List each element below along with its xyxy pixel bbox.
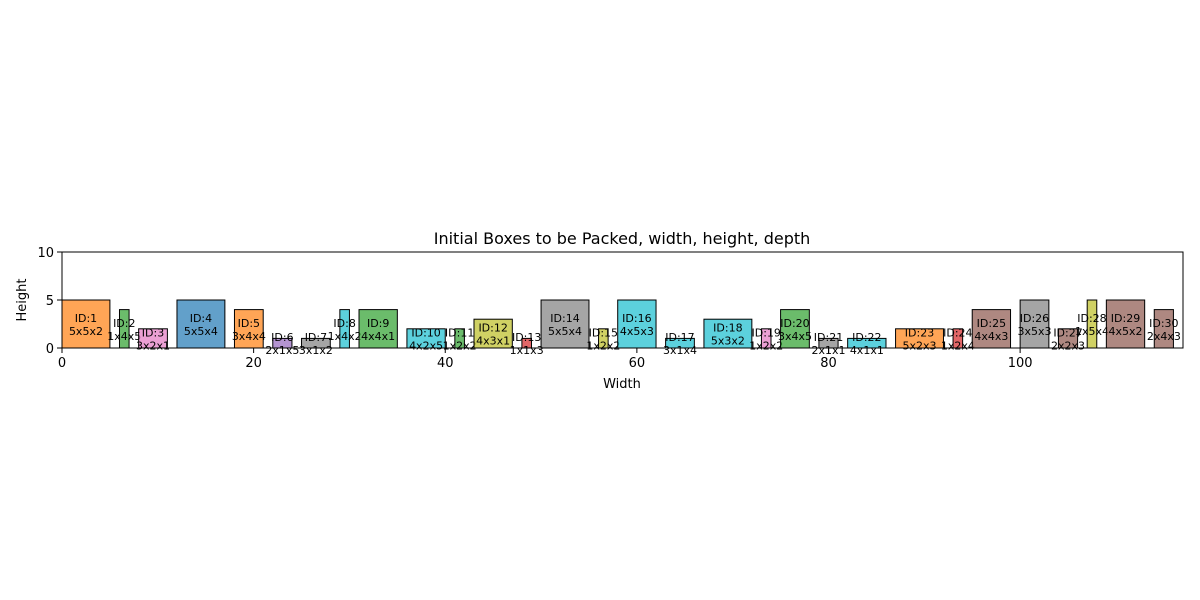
box-id-label: ID:6 <box>271 331 293 344</box>
box-dims-label: 5x5x4 <box>184 325 218 338</box>
x-axis-ticks: 0 20 40 60 80 100 <box>58 348 1033 371</box>
box-bar <box>703 318 753 349</box>
box-dims-label: 1x5x4 <box>1075 325 1109 338</box>
box-dims-label: 5x2x3 <box>903 339 937 352</box>
chart-title: Initial Boxes to be Packed, width, heigh… <box>434 229 811 248</box>
box-dims-label: 1x2x2 <box>749 339 783 352</box>
box-dims-label: 4x3x1 <box>476 335 510 348</box>
box-id-label: ID:8 <box>333 317 355 330</box>
box-dims-label: 1x2x2 <box>586 339 620 352</box>
box-bar <box>358 309 398 349</box>
x-tick-label: 20 <box>245 356 262 371</box>
box-id-label: ID:14 <box>550 312 579 325</box>
box-id-label: ID:2 <box>113 317 135 330</box>
box-id-label: ID:9 <box>367 317 389 330</box>
box-id-label: ID:4 <box>190 312 212 325</box>
box-id-label: ID:11 <box>445 326 474 339</box>
box-dims-label: 4x1x1 <box>850 344 884 357</box>
box-dims-label: 1x4x5 <box>107 330 141 343</box>
box-dims-label: 3x5x3 <box>1017 325 1051 338</box>
box-dims-label: 4x5x2 <box>1109 325 1143 338</box>
box-dims-label: 1x2x2 <box>443 339 477 352</box>
box-dims-label: 4x4x1 <box>361 330 395 343</box>
box-bar <box>176 299 226 349</box>
box-id-label: ID:16 <box>622 312 651 325</box>
box-dims-label: 5x3x2 <box>711 335 745 348</box>
box-id-label: ID:24 <box>943 326 972 339</box>
box-id-label: ID:7 <box>305 331 327 344</box>
y-tick-label: 0 <box>46 342 54 357</box>
box-id-label: ID:20 <box>780 317 809 330</box>
box-id-label: ID:15 <box>589 326 618 339</box>
y-tick-label: 5 <box>46 294 54 309</box>
box-dims-label: 2x2x3 <box>1051 339 1085 352</box>
box-dims-label: 3x1x2 <box>299 344 333 357</box>
box-bar <box>473 318 513 349</box>
y-axis-label: Height <box>15 279 30 322</box>
box-bar <box>1019 299 1050 349</box>
box-dims-label: 4x2x5 <box>409 339 443 352</box>
box-id-label: ID:29 <box>1111 312 1140 325</box>
box-bar <box>617 299 657 349</box>
box-id-label: ID:12 <box>478 322 507 335</box>
x-axis-label: Width <box>603 377 641 392</box>
box-dims-label: 1x2x4 <box>941 339 975 352</box>
box-id-label: ID:1 <box>75 312 97 325</box>
x-tick-label: 80 <box>820 356 837 371</box>
box-dims-label: 3x4x5 <box>778 330 812 343</box>
box-id-label: ID:26 <box>1020 312 1049 325</box>
box-dims-label: 1x4x2 <box>328 330 362 343</box>
box-id-label: ID:5 <box>238 317 260 330</box>
box-dims-label: 1x1x3 <box>510 344 544 357</box>
box-id-label: ID:17 <box>665 331 694 344</box>
box-id-label: ID:13 <box>512 331 541 344</box>
box-id-label: ID:27 <box>1053 326 1082 339</box>
x-tick-label: 100 <box>1008 356 1033 371</box>
box-dims-label: 3x1x4 <box>663 344 697 357</box>
plot-frame <box>61 251 1184 349</box>
box-id-label: ID:21 <box>814 331 843 344</box>
box-dims-label: 5x5x2 <box>69 325 103 338</box>
box-bar <box>233 309 264 349</box>
box-dims-label: 4x4x3 <box>974 330 1008 343</box>
x-tick-label: 60 <box>629 356 646 371</box>
box-bar <box>540 299 590 349</box>
box-dims-label: 2x4x3 <box>1147 330 1181 343</box>
x-tick-label: 0 <box>58 356 66 371</box>
x-tick-label: 40 <box>437 356 454 371</box>
box-dims-label: 5x5x4 <box>548 325 582 338</box>
box-id-label: ID:23 <box>905 326 934 339</box>
box-id-label: ID:3 <box>142 326 164 339</box>
y-axis-ticks: 0 5 10 <box>37 246 62 357</box>
box-id-label: ID:28 <box>1077 312 1106 325</box>
box-id-label: ID:18 <box>713 322 742 335</box>
box-id-label: ID:10 <box>411 326 440 339</box>
box-id-label: ID:19 <box>752 326 781 339</box>
box-bar <box>61 299 111 349</box>
box-dims-label: 4x5x3 <box>620 325 654 338</box>
y-tick-label: 10 <box>37 246 54 261</box>
box-bar <box>971 309 1012 349</box>
box-id-label: ID:30 <box>1149 317 1178 330</box>
box-dims-label: 3x4x4 <box>232 330 266 343</box>
box-id-label: ID:22 <box>852 331 881 344</box>
box-id-label: ID:25 <box>977 317 1006 330</box>
box-dims-label: 3x2x1 <box>136 339 170 352</box>
box-dims-label: 2x1x5 <box>265 344 299 357</box>
